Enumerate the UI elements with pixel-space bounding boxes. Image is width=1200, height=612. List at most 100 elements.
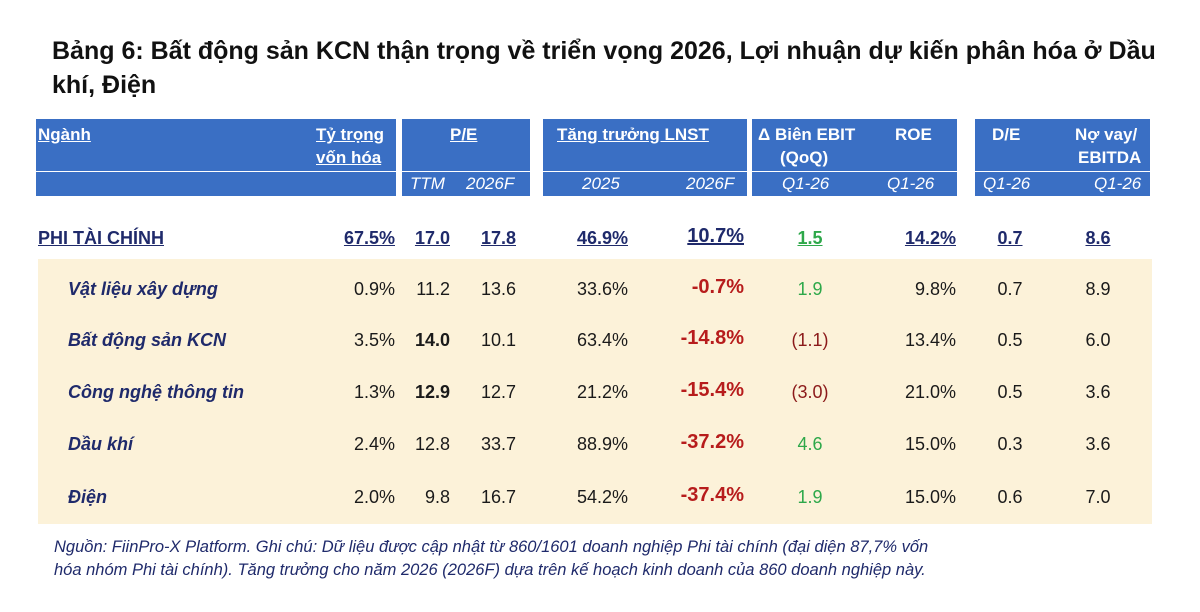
cell-debt-ebitda: 3.6 — [1085, 434, 1111, 454]
cell-growth-2026f: -14.8% — [680, 327, 744, 349]
header-tang-truong-lnst: Tăng trưởng LNST — [557, 125, 709, 144]
cell-debt-ebitda: 3.6 — [1085, 382, 1111, 402]
cell-weight: 2.0% — [353, 487, 395, 507]
table-row: Bất động sản KCN 3.5% 14.0 10.1 63.4% -1… — [0, 325, 1200, 355]
source-note-line1: Nguồn: FiinPro-X Platform. Ghi chú: Dữ l… — [54, 538, 929, 556]
header-no-vay-line2: EBITDA — [1078, 148, 1142, 167]
page-title: Bảng 6: Bất động sản KCN thận trọng về t… — [52, 37, 1156, 99]
table-row: Dầu khí 2.4% 12.8 33.7 88.9% -37.2% 4.6 … — [0, 429, 1200, 459]
subheader-band-pe — [402, 172, 530, 196]
cell-pe-ttm: 14.0 — [414, 330, 450, 350]
header-ty-trong-line1: Tỷ trọng — [316, 125, 384, 144]
subheader-band-ebit-roe — [752, 172, 957, 196]
source-note-line2: hóa nhóm Phi tài chính). Tăng trưởng cho… — [54, 561, 926, 579]
cell-pe-ttm: 11.2 — [416, 279, 450, 299]
header-pe: P/E — [450, 125, 478, 144]
cell-debt-ebitda: 8.9 — [1085, 279, 1111, 299]
header-band-pe — [402, 119, 530, 171]
source-note: Nguồn: FiinPro-X Platform. Ghi chú: Dữ l… — [54, 536, 1154, 582]
header-roe: ROE — [895, 125, 932, 144]
cell-roe: 9.8% — [914, 279, 956, 299]
subheader-ln-2026f: 2026F — [686, 174, 735, 193]
subheader-ebit-q: Q1-26 — [782, 174, 830, 193]
subheader-band-de-debt — [975, 172, 1150, 196]
header-bien-ebit-line2: (QoQ) — [780, 148, 829, 167]
cell-ebit-margin: (1.1) — [791, 330, 829, 350]
cell-roe: 15.0% — [904, 434, 956, 454]
cell-pe-ttm: 12.9 — [414, 382, 450, 402]
row-name: Dầu khí — [68, 434, 134, 454]
header-bien-ebit-line1: Δ Biên EBIT — [758, 125, 856, 144]
cell-de: 0.7 — [997, 279, 1023, 299]
subheader-pe-2026f: 2026F — [466, 174, 515, 193]
header-de: D/E — [992, 125, 1021, 144]
row-name: Bất động sản KCN — [68, 330, 227, 350]
cell-weight: 67.5% — [343, 228, 395, 248]
table-row: Điện 2.0% 9.8 16.7 54.2% -37.4% 1.9 15.0… — [0, 482, 1200, 512]
subheader-roe-q: Q1-26 — [887, 174, 935, 193]
row-name: Công nghệ thông tin — [68, 382, 244, 402]
cell-growth-2026f: -37.4% — [680, 484, 744, 506]
header-band-ebit-roe — [752, 119, 957, 171]
cell-pe-2026f: 33.7 — [480, 434, 516, 454]
cell-ebit-margin: 4.6 — [797, 434, 823, 454]
cell-weight: 3.5% — [353, 330, 395, 350]
cell-pe-2026f: 17.8 — [480, 228, 516, 248]
cell-de: 0.7 — [997, 228, 1023, 248]
cell-roe: 13.4% — [904, 330, 956, 350]
cell-pe-2026f: 12.7 — [480, 382, 516, 402]
cell-growth-2025: 46.9% — [576, 228, 628, 248]
cell-de: 0.5 — [997, 382, 1023, 402]
cell-weight: 1.3% — [353, 382, 395, 402]
cell-de: 0.5 — [997, 330, 1023, 350]
cell-ebit-margin: 1.9 — [797, 487, 823, 507]
cell-growth-2026f: -0.7% — [691, 276, 744, 298]
cell-roe: 15.0% — [904, 487, 956, 507]
subheader-ttm: TTM — [410, 174, 445, 193]
cell-ebit-margin: (3.0) — [791, 382, 829, 402]
header-ty-trong-line2: vốn hóa — [316, 148, 382, 167]
cell-growth-2025: 21.2% — [576, 382, 628, 402]
subheader-band-growth — [543, 172, 747, 196]
header-no-vay-line1: Nợ vay/ — [1075, 125, 1138, 144]
cell-de: 0.3 — [997, 434, 1023, 454]
cell-growth-2026f: -15.4% — [680, 379, 744, 401]
row-name: Vật liệu xây dựng — [68, 279, 218, 299]
cell-pe-2026f: 10.1 — [480, 330, 516, 350]
cell-roe: 21.0% — [904, 382, 956, 402]
cell-weight: 2.4% — [353, 434, 395, 454]
cell-de: 0.6 — [997, 487, 1023, 507]
cell-pe-2026f: 13.6 — [480, 279, 516, 299]
row-name: PHI TÀI CHÍNH — [38, 228, 164, 248]
cell-growth-2026f: -37.2% — [680, 431, 744, 453]
sector-rows-band — [38, 259, 1152, 524]
header-band-nganh — [36, 119, 396, 171]
header-band-growth — [543, 119, 747, 171]
cell-ebit-margin: 1.9 — [797, 279, 823, 299]
row-name: Điện — [68, 487, 108, 507]
cell-roe: 14.2% — [904, 228, 956, 248]
subheader-no-q: Q1-26 — [1094, 174, 1142, 193]
cell-pe-2026f: 16.7 — [480, 487, 516, 507]
cell-debt-ebitda: 6.0 — [1085, 330, 1111, 350]
cell-debt-ebitda: 7.0 — [1085, 487, 1111, 507]
cell-ebit-margin: 1.5 — [797, 228, 823, 248]
table-row: Vật liệu xây dựng 0.9% 11.2 13.6 33.6% -… — [0, 274, 1200, 304]
cell-pe-ttm: 9.8 — [424, 487, 450, 507]
cell-growth-2025: 33.6% — [576, 279, 628, 299]
cell-debt-ebitda: 8.6 — [1085, 228, 1111, 248]
table-row: Công nghệ thông tin 1.3% 12.9 12.7 21.2%… — [0, 377, 1200, 407]
cell-growth-2026f: 10.7% — [687, 225, 744, 247]
header-band-de-debt — [975, 119, 1150, 171]
subheader-de-q: Q1-26 — [983, 174, 1031, 193]
cell-weight: 0.9% — [353, 279, 395, 299]
cell-growth-2025: 63.4% — [576, 330, 628, 350]
cell-growth-2025: 88.9% — [576, 434, 628, 454]
cell-pe-ttm: 12.8 — [414, 434, 450, 454]
table-row-total: PHI TÀI CHÍNH 67.5% 17.0 17.8 46.9% 10.7… — [0, 223, 1200, 253]
subheader-band-nganh — [36, 172, 396, 196]
cell-pe-ttm: 17.0 — [414, 228, 450, 248]
header-nganh: Ngành — [38, 125, 91, 144]
cell-growth-2025: 54.2% — [576, 487, 628, 507]
subheader-ln-2025: 2025 — [582, 174, 620, 193]
